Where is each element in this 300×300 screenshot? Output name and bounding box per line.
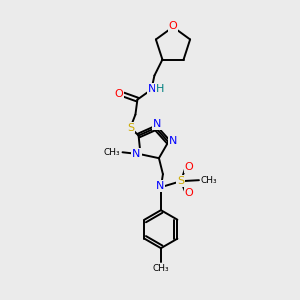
Text: N: N [148, 84, 157, 94]
Text: N: N [153, 119, 161, 129]
Text: O: O [169, 21, 177, 31]
Text: N: N [169, 136, 178, 146]
Text: CH₃: CH₃ [201, 176, 217, 185]
Text: CH₃: CH₃ [104, 148, 121, 157]
Text: S: S [177, 176, 184, 186]
Text: O: O [114, 88, 123, 99]
Text: O: O [184, 162, 193, 172]
Text: H: H [156, 84, 165, 94]
Text: CH₃: CH₃ [153, 264, 169, 273]
Text: S: S [127, 123, 134, 133]
Text: N: N [156, 181, 164, 191]
Text: N: N [132, 149, 141, 159]
Text: O: O [184, 188, 193, 198]
